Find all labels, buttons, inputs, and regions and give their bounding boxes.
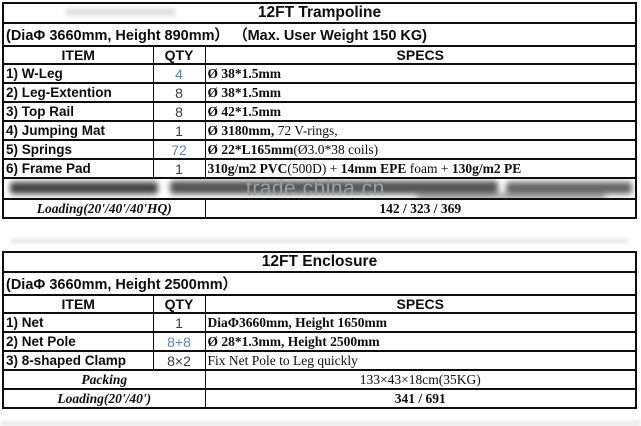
qty-cell: 8 bbox=[152, 82, 206, 103]
qty-cell: 72 bbox=[152, 139, 206, 160]
table-row: 2) Net Pole 8+8 Ø 28*1.3mm, Height 2500mm bbox=[2, 331, 637, 352]
item-cell: 2) Leg-Extention bbox=[2, 82, 154, 103]
column-header-specs: SPECS bbox=[204, 294, 637, 314]
item-cell: 5) Springs bbox=[2, 139, 154, 160]
table-row: 2) Leg-Extention 8 Ø 38*1.5mm bbox=[2, 82, 637, 103]
specs-cell: Ø 22*L165mm(Ø3.0*38 coils) bbox=[204, 139, 637, 160]
footer-value-cell: 142 / 323 / 369 bbox=[204, 198, 637, 219]
specs-cell: DiaΦ3660mm, Height 1650mm bbox=[204, 312, 637, 333]
footer-label-cell: Loading(20'/40') bbox=[2, 388, 206, 409]
specs-cell: 310g/m2 PVC(500D) + 14mm EPE foam + 130g… bbox=[204, 158, 637, 179]
specs-cell: Fix Net Pole to Leg quickly bbox=[204, 350, 637, 371]
footer-value-cell: 133×43×18cm(35KG) bbox=[204, 369, 637, 390]
qty-cell: 8×2 bbox=[152, 350, 206, 371]
footer-row: Loading(20'/40') 341 / 691 bbox=[2, 388, 637, 409]
footer-row: Packing 133×43×18cm(35KG) bbox=[2, 369, 637, 390]
redaction-smudge bbox=[416, 193, 606, 197]
table-row: 1) Net 1 DiaΦ3660mm, Height 1650mm bbox=[2, 312, 637, 333]
footer-label-cell: Packing bbox=[2, 369, 206, 390]
qty-cell: 1 bbox=[152, 312, 206, 333]
table-title: 12FT Enclosure bbox=[2, 251, 637, 273]
table-row: 5) Springs 72 Ø 22*L165mm(Ø3.0*38 coils) bbox=[2, 139, 637, 160]
specs-text-segment: Ø 38*1.5mm bbox=[207, 65, 282, 81]
specs-text-segment: Ø 22*L165mm bbox=[207, 141, 294, 157]
item-cell: 4) Jumping Mat bbox=[2, 120, 154, 141]
specs-text-segment: (Ø3.0*38 coils) bbox=[293, 141, 379, 157]
column-header-item: ITEM bbox=[2, 294, 154, 314]
column-header-qty: QTY bbox=[152, 294, 206, 314]
redaction-smudge bbox=[10, 182, 158, 194]
specs-cell: Ø 3180mm, 72 V-rings, bbox=[204, 120, 637, 141]
specs-text-segment: 14mm EPE bbox=[340, 160, 407, 176]
specs-text-segment: Fix Net Pole to Leg quickly bbox=[207, 352, 358, 368]
specs-text-segment: 72 V-rings, bbox=[274, 122, 338, 138]
scan-artifact bbox=[66, 8, 176, 16]
item-cell: 2) Net Pole bbox=[2, 331, 154, 352]
table-title-row: 12FT Trampoline bbox=[2, 2, 637, 24]
specs-cell: Ø 28*1.3mm, Height 2500mm bbox=[204, 331, 637, 352]
qty-cell: 8+8 bbox=[152, 331, 206, 352]
specs-text-segment: 310g/m2 PVC bbox=[207, 160, 288, 176]
specs-text-segment: foam + bbox=[406, 160, 452, 176]
specs-text-segment: 130g/m2 PE bbox=[451, 160, 522, 176]
qty-cell: 1 bbox=[152, 120, 206, 141]
redacted-cell: trade.china.cn bbox=[2, 177, 637, 200]
qty-cell: 1 bbox=[152, 158, 206, 179]
specs-text-segment: (500D) + bbox=[287, 160, 341, 176]
item-cell: 3) 8-shaped Clamp bbox=[2, 350, 154, 371]
table-subtitle-row: (DiaΦ 3660mm, Height 2500mm） bbox=[2, 271, 637, 296]
specs-cell: Ø 42*1.5mm bbox=[204, 101, 637, 122]
column-header-item: ITEM bbox=[2, 45, 154, 65]
column-header-qty: QTY bbox=[152, 45, 206, 65]
qty-cell: 4 bbox=[152, 63, 206, 84]
redaction-smudge bbox=[506, 182, 632, 194]
table-row: 3) 8-shaped Clamp 8×2 Fix Net Pole to Leg … bbox=[2, 350, 637, 371]
item-cell: 1) Net bbox=[2, 312, 154, 333]
column-header-row: ITEM QTY SPECS bbox=[2, 45, 637, 65]
specs-text-segment: Ø 3180mm, bbox=[207, 122, 275, 138]
table-title-row: 12FT Enclosure bbox=[2, 251, 637, 273]
redacted-row: trade.china.cn bbox=[2, 177, 637, 200]
specs-text-segment: Ø 28*1.3mm, Height 2500mm bbox=[207, 333, 380, 349]
item-cell: 3) Top Rail bbox=[2, 101, 154, 122]
redaction-smudge bbox=[170, 181, 498, 194]
table-title: 12FT Trampoline bbox=[2, 2, 637, 24]
table-subtitle: (DiaΦ 3660mm, Height 2500mm） bbox=[2, 271, 637, 296]
item-cell: 6) Frame Pad bbox=[2, 158, 154, 179]
scan-artifact bbox=[10, 239, 628, 243]
scan-artifact bbox=[0, 422, 641, 425]
specs-text-segment: DiaΦ3660mm, Height 1650mm bbox=[207, 314, 388, 330]
table-row: 3) Top Rail 8 Ø 42*1.5mm bbox=[2, 101, 637, 122]
table-title-text: 12FT Trampoline bbox=[257, 4, 382, 21]
column-header-specs: SPECS bbox=[204, 45, 637, 65]
column-header-row: ITEM QTY SPECS bbox=[2, 294, 637, 314]
qty-cell: 8 bbox=[152, 101, 206, 122]
table-row: 1) W-Leg 4 Ø 38*1.5mm bbox=[2, 63, 637, 84]
watermark-text: trade.china.cn bbox=[245, 178, 385, 199]
specs-text-segment: Ø 38*1.5mm bbox=[207, 84, 282, 100]
footer-row: Loading(20'/40'/40'HQ) 142 / 323 / 369 bbox=[2, 198, 637, 219]
footer-value-cell: 341 / 691 bbox=[204, 388, 637, 409]
specs-cell: Ø 38*1.5mm bbox=[204, 63, 637, 84]
trampoline-spec-table: 12FT Trampoline (DiaΦ 3660mm, Height 890… bbox=[2, 2, 637, 219]
specs-text-segment: Ø 42*1.5mm bbox=[207, 103, 282, 119]
table-row: 4) Jumping Mat 1 Ø 3180mm, 72 V-rings, bbox=[2, 120, 637, 141]
footer-label-cell: Loading(20'/40'/40'HQ) bbox=[2, 198, 206, 219]
table-row: 6) Frame Pad 1 310g/m2 PVC(500D) + 14mm EP… bbox=[2, 158, 637, 179]
table-subtitle: (DiaΦ 3660mm, Height 890mm） （Max. User W… bbox=[2, 22, 637, 47]
table-subtitle-row: (DiaΦ 3660mm, Height 890mm） （Max. User W… bbox=[2, 22, 637, 47]
specs-cell: Ø 38*1.5mm bbox=[204, 82, 637, 103]
item-cell: 1) W-Leg bbox=[2, 63, 154, 84]
enclosure-spec-table: 12FT Enclosure (DiaΦ 3660mm, Height 2500… bbox=[2, 251, 637, 409]
